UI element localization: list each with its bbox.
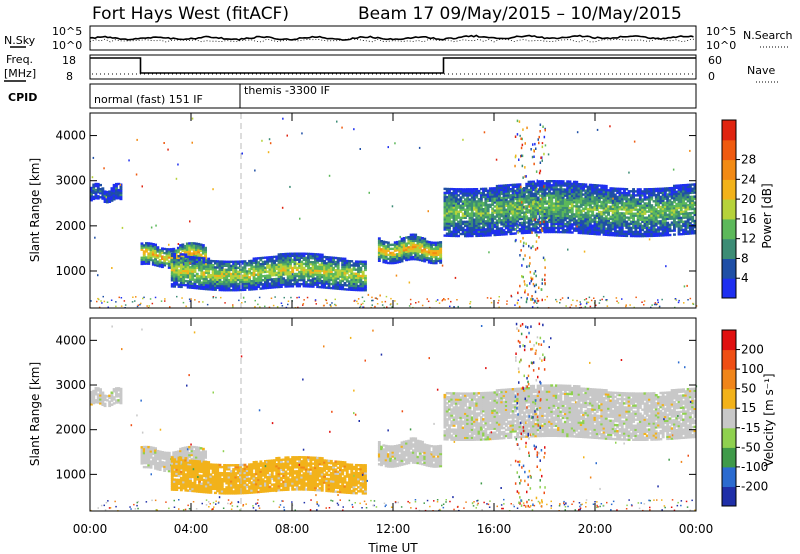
x-tick-6: 00:00 [679, 522, 714, 536]
nave-label: Nave [747, 64, 775, 77]
velocity-region-0 [90, 387, 123, 408]
nave-tick-60: 60 [708, 54, 722, 67]
velocity-colorbar-swatch-2 [722, 447, 736, 468]
velocity-colorbar-tick-6: -100 [741, 460, 768, 474]
velocity-colorbar-tick-5: -50 [741, 440, 761, 454]
power-region-4 [443, 180, 697, 238]
power-colorbar-label: Power [dB] [760, 183, 774, 248]
x-tick-0: 00:00 [73, 522, 108, 536]
velocity-colorbar: 200 100 50 15 -15 -50 -100 -200 [721, 329, 768, 507]
nsearch-scale-bottom: 10^0 [706, 39, 736, 52]
power-speckle [90, 117, 698, 309]
power-colorbar-swatch-3 [722, 218, 736, 240]
velocity-region-4 [443, 384, 697, 441]
velocity-colorbar-tick-4: -15 [741, 421, 761, 435]
freq-trace [90, 57, 696, 74]
nsky-panel-frame [89, 25, 697, 51]
velocity-colorbar-tick-0: 200 [741, 343, 764, 357]
time-axis-label: Time UT [367, 541, 418, 554]
power-y-tick-3000: 3000 [55, 174, 86, 188]
power-colorbar-tick-1: 8 [741, 251, 749, 265]
x-tick-3: 12:00 [376, 522, 411, 536]
velocity-colorbar-label: Velocity [m s⁻¹] [762, 373, 776, 466]
nsearch-scale-top: 10^5 [706, 25, 736, 38]
power-data-layer [90, 117, 698, 309]
power-region-0 [90, 182, 123, 204]
velocity-colorbar-swatch-1 [722, 466, 736, 487]
cpid-mode-normal: normal (fast) 151 IF [94, 93, 203, 106]
velocity-y-tick-4000: 4000 [55, 333, 86, 347]
velocity-colorbar-swatch-3 [722, 427, 736, 448]
power-colorbar-swatch-6 [722, 159, 736, 180]
nsky-scale-bottom: 10^0 [52, 39, 82, 52]
power-y-tick-1000: 1000 [55, 264, 86, 278]
velocity-y-tick-3000: 3000 [55, 378, 86, 392]
velocity-y-axis: 1000 2000 3000 4000 [55, 333, 696, 481]
power-y-tick-4000: 4000 [55, 129, 86, 143]
power-colorbar-tick-6: 28 [741, 153, 756, 167]
power-y-axis-label: Slant Range [km] [28, 158, 42, 262]
power-colorbar-tick-0: 4 [741, 271, 749, 285]
freq-unit: [MHz] [4, 67, 36, 80]
nsky-trace [89, 34, 694, 41]
cpid-panel-frame [89, 83, 697, 109]
power-colorbar-tick-5: 24 [741, 172, 756, 186]
velocity-colorbar-tick-7: -200 [741, 479, 768, 493]
velocity-colorbar-tick-1: 100 [741, 362, 764, 376]
beam-date-title: Beam 17 09/May/2015 – 10/May/2015 [358, 4, 682, 24]
nave-tick-0: 0 [708, 70, 715, 83]
velocity-colorbar-tick-2: 50 [741, 382, 756, 396]
velocity-colorbar-swatch-7 [722, 349, 736, 370]
power-colorbar-swatch-1 [722, 258, 736, 279]
station-title: Fort Hays West (fitACF) [92, 4, 289, 24]
power-colorbar-tick-2: 12 [741, 232, 756, 246]
power-colorbar: 4 8 12 16 20 24 28 [721, 119, 756, 299]
power-colorbar-swatch-2 [722, 238, 736, 259]
velocity-y-axis-label: Slant Range [km] [28, 362, 42, 466]
x-tick-1: 04:00 [174, 522, 209, 536]
cpid-label: CPID [8, 91, 37, 104]
velocity-x-axis: 00:00 04:00 08:00 12:00 16:00 20:00 00:00 [73, 318, 714, 536]
power-colorbar-tick-3: 16 [741, 212, 756, 226]
power-y-axis: 1000 2000 3000 4000 [55, 129, 696, 278]
freq-panel-frame [89, 54, 697, 80]
freq-label: Freq. [6, 53, 33, 66]
velocity-speckle [90, 322, 698, 512]
power-region-2 [170, 252, 367, 292]
power-colorbar-tick-4: 20 [741, 192, 756, 206]
cpid-mode-themis: themis -3300 IF [244, 84, 330, 97]
power-colorbar-swatch-4 [722, 199, 736, 220]
nsky-scale-top: 10^5 [52, 25, 82, 38]
power-colorbar-swatch-8 [722, 120, 736, 141]
power-x-axis [89, 113, 697, 308]
velocity-colorbar-swatch-6 [722, 369, 736, 390]
velocity-colorbar-swatch-4 [722, 408, 736, 429]
freq-tick-8: 8 [66, 70, 73, 83]
nsky-label: N.Sky [4, 34, 36, 47]
power-colorbar-swatch-7 [722, 139, 736, 161]
x-tick-4: 16:00 [477, 522, 512, 536]
velocity-region-2 [170, 456, 367, 495]
freq-tick-18: 18 [62, 54, 76, 67]
velocity-colorbar-swatch-8 [722, 330, 736, 351]
velocity-data-layer [90, 322, 698, 512]
power-colorbar-swatch-5 [722, 179, 736, 200]
power-colorbar-swatch-0 [722, 278, 736, 299]
velocity-colorbar-swatch-0 [722, 486, 736, 507]
x-tick-2: 08:00 [275, 522, 310, 536]
power-y-tick-2000: 2000 [55, 219, 86, 233]
velocity-colorbar-tick-3: 15 [741, 401, 756, 415]
velocity-region-3 [377, 437, 443, 468]
velocity-colorbar-swatch-5 [722, 388, 736, 409]
velocity-y-tick-1000: 1000 [55, 467, 86, 481]
x-tick-5: 20:00 [578, 522, 613, 536]
nsearch-label: N.Search [743, 29, 793, 42]
power-region-3 [377, 233, 443, 265]
velocity-y-tick-2000: 2000 [55, 423, 86, 437]
